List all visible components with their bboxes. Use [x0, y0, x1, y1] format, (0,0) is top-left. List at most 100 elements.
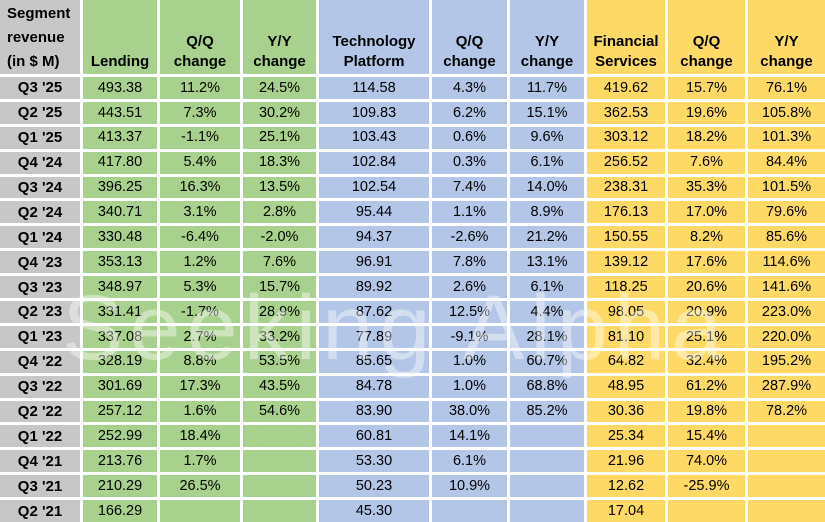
- row-label: Q1 '22: [0, 425, 80, 448]
- technology-platform-cell: 95.44: [319, 201, 429, 224]
- row-label: Q4 '21: [0, 450, 80, 473]
- technology-platform-cell: 38.0%: [432, 400, 507, 423]
- lending-cell: 1.2%: [160, 251, 240, 274]
- technology-platform-cell: 4.4%: [510, 301, 584, 323]
- row-label: Q1 '23: [0, 325, 80, 348]
- technology-platform-cell: 14.1%: [432, 425, 507, 448]
- technology-platform-cell: 9.6%: [510, 126, 584, 149]
- lending-cell: [243, 425, 316, 448]
- technology-platform-cell: 53.30: [319, 450, 429, 473]
- technology-platform-cell: 14.0%: [510, 176, 584, 199]
- row-label: Q4 '23: [0, 251, 80, 274]
- lending-cell: 7.3%: [160, 101, 240, 124]
- lending-cell: 8.8%: [160, 350, 240, 373]
- financial-services-cell: 19.8%: [668, 400, 745, 423]
- financial-services-cell: 25.1%: [668, 325, 745, 348]
- row-label: Q4 '24: [0, 151, 80, 174]
- technology-platform-cell: 6.1%: [510, 276, 584, 299]
- technology-platform-cell: 6.1%: [432, 450, 507, 473]
- row-label: Q3 '22: [0, 375, 80, 398]
- lending-cell: 348.97: [83, 276, 157, 299]
- row-label: Q3 '25: [0, 77, 80, 99]
- corner-header-line: (in $ M): [7, 53, 60, 70]
- lending-cell: 3.1%: [160, 201, 240, 224]
- lending-cell: 353.13: [83, 251, 157, 274]
- financial-services-cell: 17.04: [587, 500, 665, 522]
- financial-services-cell: 79.6%: [748, 201, 825, 224]
- financial-services-cell: 84.4%: [748, 151, 825, 174]
- technology-platform-cell: 89.92: [319, 276, 429, 299]
- lending-cell: 43.5%: [243, 375, 316, 398]
- financial-services-cell: 118.25: [587, 276, 665, 299]
- lending-cell: 210.29: [83, 475, 157, 498]
- technology-platform-cell: 7.8%: [432, 251, 507, 274]
- technology-platform-cell: 11.7%: [510, 77, 584, 99]
- lending-cell: 28.9%: [243, 301, 316, 323]
- lending-cell: 2.7%: [160, 325, 240, 348]
- financial-services-cell: 256.52: [587, 151, 665, 174]
- financial-services-cell: 18.2%: [668, 126, 745, 149]
- financial-services-cell: 362.53: [587, 101, 665, 124]
- row-label: Q1 '24: [0, 226, 80, 249]
- technology-platform-cell: 94.37: [319, 226, 429, 249]
- technology-platform-cell: 87.62: [319, 301, 429, 323]
- row-label: Q3 '23: [0, 276, 80, 299]
- row-label: Q2 '25: [0, 101, 80, 124]
- technology-platform-cell: 12.5%: [432, 301, 507, 323]
- technology-platform-cell: 6.1%: [510, 151, 584, 174]
- technology-platform-cell: 13.1%: [510, 251, 584, 274]
- financial-services-cell: 303.12: [587, 126, 665, 149]
- lending-cell: 15.7%: [243, 276, 316, 299]
- lending-cell: 53.5%: [243, 350, 316, 373]
- financial-services-cell: 287.9%: [748, 375, 825, 398]
- technology-platform-cell: 4.3%: [432, 77, 507, 99]
- financial-services-cell: 220.0%: [748, 325, 825, 348]
- financial-services-cell: 139.12: [587, 251, 665, 274]
- header-financial-services: Financial Services: [587, 0, 665, 74]
- lending-cell: 5.4%: [160, 151, 240, 174]
- technology-platform-cell: 85.2%: [510, 400, 584, 423]
- financial-services-cell: 7.6%: [668, 151, 745, 174]
- financial-services-cell: 176.13: [587, 201, 665, 224]
- lending-cell: -2.0%: [243, 226, 316, 249]
- financial-services-cell: 85.6%: [748, 226, 825, 249]
- technology-platform-cell: 84.78: [319, 375, 429, 398]
- row-label: Q3 '24: [0, 176, 80, 199]
- technology-platform-cell: 45.30: [319, 500, 429, 522]
- financial-services-cell: 114.6%: [748, 251, 825, 274]
- financial-services-cell: 141.6%: [748, 276, 825, 299]
- technology-platform-cell: 77.89: [319, 325, 429, 348]
- technology-platform-cell: 1.0%: [432, 375, 507, 398]
- lending-cell: [243, 450, 316, 473]
- financial-services-cell: 105.8%: [748, 101, 825, 124]
- technology-platform-cell: 109.83: [319, 101, 429, 124]
- technology-platform-cell: 102.54: [319, 176, 429, 199]
- header-lending-yy-change: Y/Y change: [243, 0, 316, 74]
- lending-cell: -6.4%: [160, 226, 240, 249]
- row-label: Q2 '23: [0, 301, 80, 323]
- lending-cell: -1.7%: [160, 301, 240, 323]
- lending-cell: 33.2%: [243, 325, 316, 348]
- technology-platform-cell: 50.23: [319, 475, 429, 498]
- technology-platform-cell: 0.3%: [432, 151, 507, 174]
- technology-platform-cell: -9.1%: [432, 325, 507, 348]
- corner-header: Segment revenue (in $ M): [0, 0, 80, 74]
- lending-cell: 257.12: [83, 400, 157, 423]
- financial-services-cell: 76.1%: [748, 77, 825, 99]
- row-label: Q2 '24: [0, 201, 80, 224]
- financial-services-cell: [668, 500, 745, 522]
- financial-services-cell: [748, 500, 825, 522]
- financial-services-cell: 17.6%: [668, 251, 745, 274]
- financial-services-cell: 101.5%: [748, 176, 825, 199]
- financial-services-cell: 25.34: [587, 425, 665, 448]
- financial-services-cell: 74.0%: [668, 450, 745, 473]
- row-label: Q3 '21: [0, 475, 80, 498]
- financial-services-cell: 12.62: [587, 475, 665, 498]
- lending-cell: -1.1%: [160, 126, 240, 149]
- technology-platform-cell: -2.6%: [432, 226, 507, 249]
- lending-cell: 30.2%: [243, 101, 316, 124]
- header-technology-qq-change: Q/Q change: [432, 0, 507, 74]
- financial-services-cell: 20.6%: [668, 276, 745, 299]
- lending-cell: 328.19: [83, 350, 157, 373]
